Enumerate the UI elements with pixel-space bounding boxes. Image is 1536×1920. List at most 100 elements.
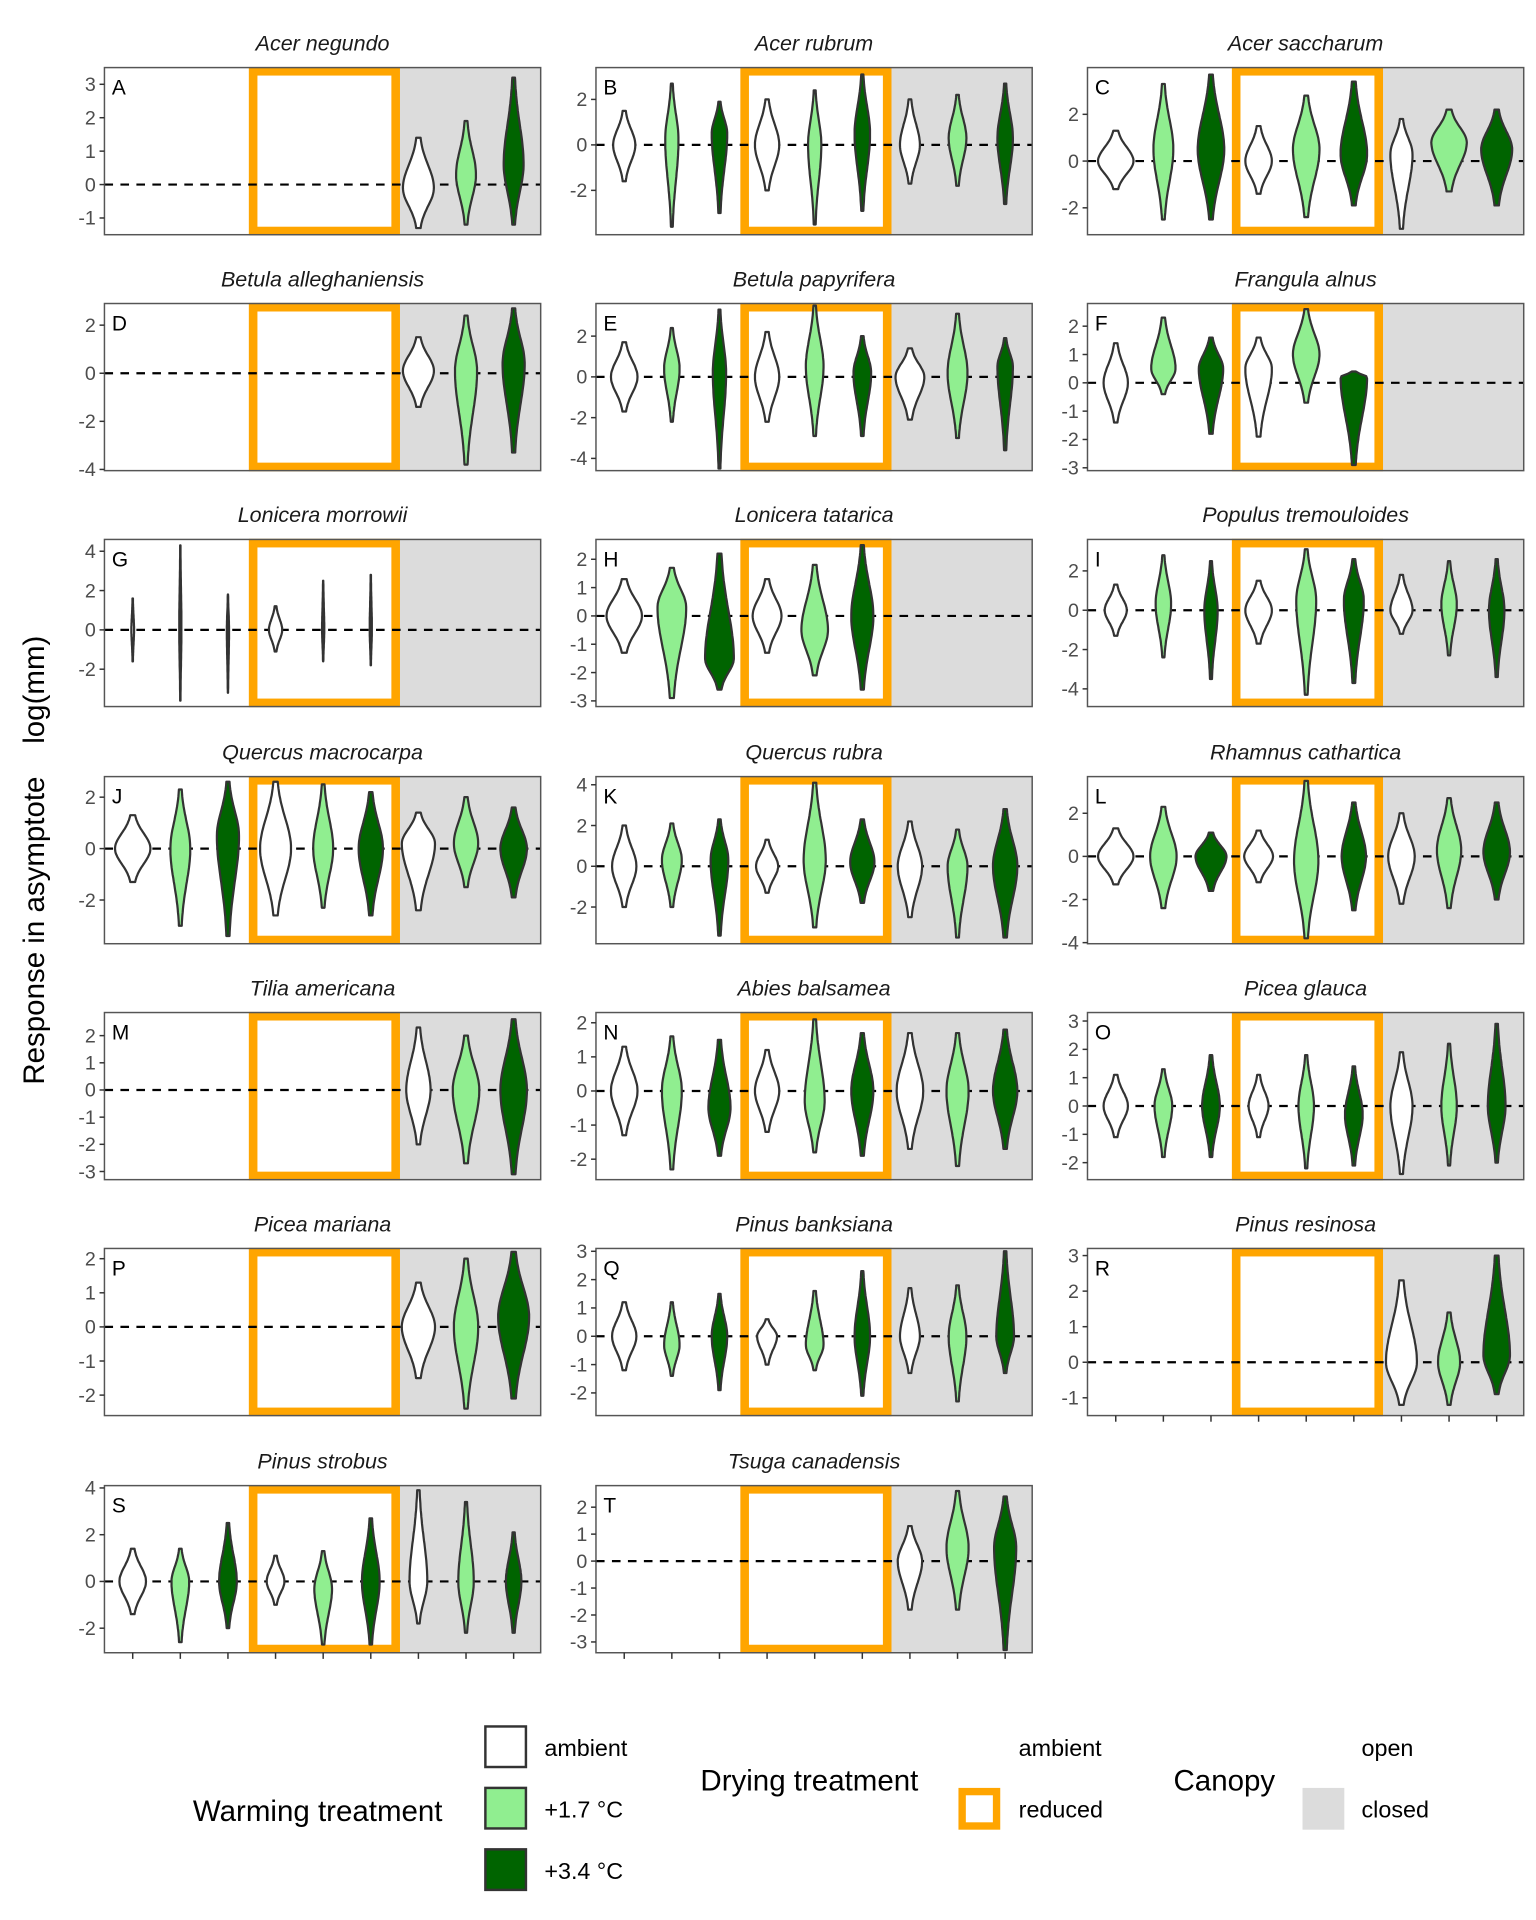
violin — [664, 82, 680, 228]
panel-title: Pinus banksiana — [735, 1212, 893, 1236]
y-tick-label: -1 — [78, 1351, 95, 1373]
violin — [663, 1301, 681, 1377]
violin — [267, 605, 284, 653]
violin — [895, 1031, 925, 1151]
panel-letter: A — [112, 77, 126, 100]
panel-letter: P — [112, 1257, 126, 1280]
y-tick-label: -2 — [570, 180, 587, 202]
violin — [898, 1287, 921, 1375]
violin — [1339, 80, 1369, 207]
violin — [1482, 801, 1512, 901]
violin — [1387, 812, 1416, 905]
violin — [754, 838, 780, 894]
violin — [113, 814, 152, 884]
panel-t: T Tsuga canadensis -3 -2 -1 0 1 2 — [570, 1449, 1033, 1659]
violin — [1292, 779, 1320, 940]
panel-border — [1086, 66, 1525, 236]
violin — [609, 1045, 639, 1137]
y-tick-label: 0 — [1068, 373, 1079, 395]
y-tick-label: 0 — [85, 620, 96, 642]
y-tick-label: -3 — [570, 1632, 588, 1654]
y-tick-label: -3 — [1061, 458, 1079, 480]
reduced-drying-box — [740, 1485, 892, 1654]
violin — [660, 822, 683, 909]
legend-label-drying-ambient: ambient — [1019, 1735, 1103, 1761]
legend-key-plus17 — [484, 1786, 528, 1830]
panel-title: Frangula alnus — [1234, 267, 1376, 291]
violin — [1291, 308, 1321, 404]
y-tick-label: 0 — [1068, 151, 1079, 173]
reduced-drying-box — [248, 775, 400, 945]
panel-title: Populus tremouloides — [1202, 503, 1409, 527]
y-tick-label: 0 — [576, 1326, 587, 1348]
violin — [753, 330, 781, 423]
y-tick-label: 2 — [1068, 561, 1079, 583]
panel-letter: J — [112, 786, 122, 809]
y-tick-label: -2 — [1061, 1152, 1078, 1174]
panel-q: Q Pinus banksiana -2 -1 0 1 2 3 — [570, 1212, 1033, 1417]
violin — [217, 1521, 238, 1630]
violin — [215, 780, 241, 938]
violin — [1340, 801, 1368, 912]
y-tick-label: 2 — [576, 326, 587, 348]
violin — [1384, 1279, 1419, 1406]
reduced-drying-box — [740, 538, 892, 708]
violin — [501, 307, 526, 454]
violin — [265, 1554, 286, 1606]
violin — [802, 781, 827, 929]
violin — [610, 824, 638, 909]
y-tick-label: -1 — [78, 208, 95, 230]
violin — [1201, 1053, 1221, 1159]
reduced-drying-box — [740, 66, 892, 236]
y-tick-label: 1 — [576, 577, 587, 599]
violin — [1389, 117, 1414, 230]
panel-a: A Acer negundo -1 0 1 2 3 — [78, 31, 542, 236]
closed-canopy-region — [890, 539, 1033, 707]
panel-title: Picea glauca — [1244, 976, 1367, 1000]
y-tick-label: 0 — [85, 1571, 96, 1593]
violin — [896, 820, 924, 919]
panel-letter: C — [1095, 77, 1110, 100]
panel-b: B Acer rubrum -2 0 2 — [570, 31, 1033, 236]
panel-title: Acer rubrum — [753, 31, 873, 55]
y-tick-label: 4 — [85, 1478, 96, 1500]
violin — [1096, 129, 1135, 191]
legend-label-open: open — [1362, 1735, 1414, 1761]
violin — [850, 543, 875, 691]
violin — [804, 1289, 825, 1372]
reduced-drying-box — [1231, 538, 1384, 708]
y-tick-label: 0 — [576, 367, 587, 389]
y-tick-label: 0 — [1068, 600, 1079, 622]
violin — [1196, 73, 1226, 221]
y-tick-label: -2 — [1061, 889, 1078, 911]
violin — [947, 93, 968, 187]
y-tick-label: -1 — [1061, 1124, 1078, 1146]
panel-letter: M — [112, 1022, 129, 1045]
y-tick-label: 0 — [576, 1551, 587, 1573]
violin — [996, 337, 1015, 452]
panel-title: Abies balsamea — [736, 976, 891, 1000]
legend-key-reduced — [958, 1787, 1001, 1830]
y-tick-label: 0 — [1068, 1096, 1079, 1118]
panel-letter: K — [603, 786, 617, 809]
panel-letter: S — [112, 1495, 126, 1518]
violin — [1149, 805, 1178, 910]
y-tick-label: 2 — [85, 787, 96, 809]
y-tick-label: 2 — [85, 1524, 96, 1546]
violin — [451, 1034, 481, 1165]
y-tick-label: 0 — [576, 606, 587, 628]
legend-key-ambient — [484, 1725, 528, 1769]
violin — [1430, 108, 1468, 193]
reduced-drying-box — [248, 1485, 400, 1654]
panel-f: F Frangula alnus -3 -2 -1 0 1 2 — [1061, 267, 1525, 480]
panel-border — [595, 1247, 1033, 1417]
y-tick-label: 0 — [576, 856, 587, 878]
panel-border — [595, 66, 1033, 236]
violin — [946, 312, 969, 440]
y-tick-label: 4 — [576, 775, 587, 797]
y-tick-label: -2 — [78, 1618, 95, 1640]
violin — [401, 136, 435, 230]
y-tick-label: -4 — [1061, 932, 1079, 954]
violin — [457, 1500, 475, 1634]
